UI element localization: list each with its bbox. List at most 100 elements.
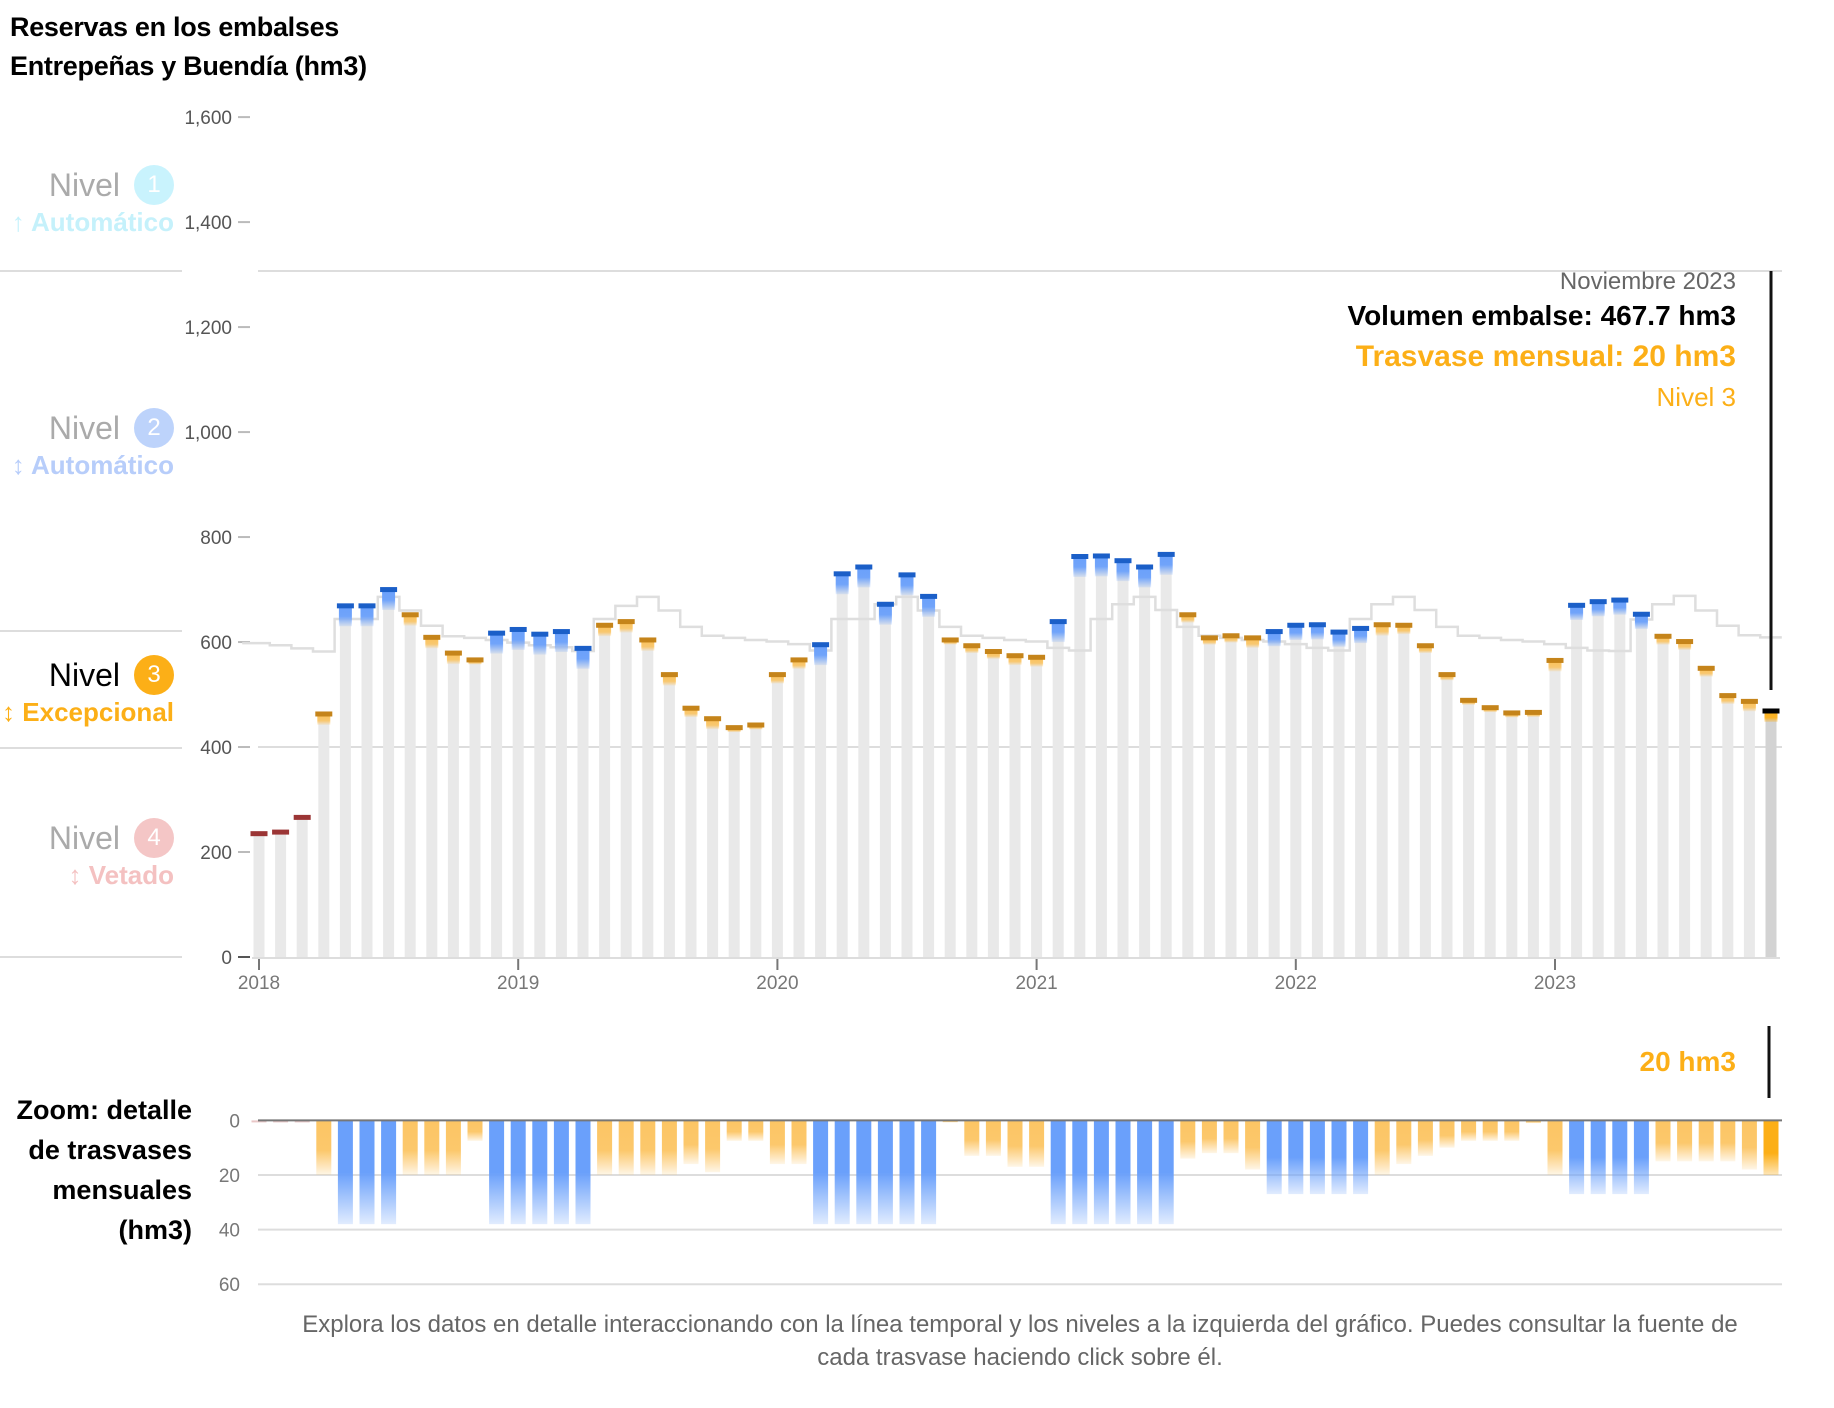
volume-bar[interactable] — [383, 590, 395, 957]
volume-cap[interactable] — [1373, 622, 1391, 628]
transfer-bar[interactable] — [942, 1120, 958, 1123]
volume-bar[interactable] — [253, 834, 265, 957]
transfer-bar[interactable] — [1633, 1120, 1649, 1195]
volume-cap[interactable] — [984, 649, 1002, 655]
transfer-bar[interactable] — [337, 1120, 353, 1225]
volume-bar[interactable] — [555, 632, 567, 957]
volume-cap[interactable] — [1071, 554, 1089, 559]
transfer-bar[interactable] — [1331, 1120, 1347, 1195]
transfer-bar[interactable] — [791, 1120, 807, 1165]
volume-bar[interactable] — [836, 574, 848, 957]
transfer-bar[interactable] — [1461, 1120, 1477, 1141]
volume-cap[interactable] — [466, 657, 484, 663]
transfer-bar[interactable] — [1007, 1120, 1023, 1167]
volume-cap[interactable] — [963, 643, 981, 649]
volume-cap[interactable] — [1157, 551, 1175, 557]
volume-bar[interactable] — [1419, 646, 1431, 957]
volume-bar[interactable] — [1160, 554, 1172, 957]
volume-cap[interactable] — [1028, 654, 1046, 660]
volume-cap[interactable] — [380, 587, 398, 593]
volume-cap[interactable] — [293, 814, 311, 820]
volume-cap[interactable] — [1740, 698, 1758, 704]
volume-bar[interactable] — [577, 648, 589, 957]
transfer-bar[interactable] — [899, 1120, 915, 1225]
volume-cap[interactable] — [941, 637, 959, 643]
transfer-bar[interactable] — [1655, 1120, 1671, 1162]
volume-cap[interactable] — [272, 829, 290, 835]
volume-bar[interactable] — [1571, 605, 1583, 957]
transfer-bar[interactable] — [1525, 1120, 1541, 1124]
transfer-bar[interactable] — [769, 1120, 785, 1165]
volume-bar[interactable] — [815, 645, 827, 957]
volume-cap[interactable] — [1460, 697, 1478, 703]
transfer-bar[interactable] — [1201, 1120, 1217, 1154]
volume-cap[interactable] — [639, 637, 657, 643]
transfer-bar[interactable] — [1072, 1120, 1088, 1225]
transfer-bar[interactable] — [1245, 1120, 1261, 1170]
level-4-selector[interactable]: Nivel 4 ↕ Vetado — [49, 818, 174, 891]
transfer-bar[interactable] — [1353, 1120, 1369, 1195]
transfer-bar[interactable] — [661, 1120, 677, 1175]
volume-cap[interactable] — [336, 603, 354, 609]
volume-cap[interactable] — [1308, 622, 1326, 628]
volume-cap[interactable] — [1676, 639, 1694, 645]
volume-cap[interactable] — [1352, 625, 1370, 631]
volume-cap[interactable] — [552, 629, 570, 635]
transfer-bar[interactable] — [683, 1120, 699, 1165]
volume-bar[interactable] — [1031, 657, 1043, 957]
volume-bar[interactable] — [275, 832, 287, 957]
volume-cap[interactable] — [1330, 629, 1348, 635]
volume-bar[interactable] — [707, 719, 719, 957]
monthly-transfer-chart[interactable]: 0 20 40 60 — [0, 1000, 1834, 1300]
volume-cap[interactable] — [898, 572, 916, 578]
transfer-bar[interactable] — [273, 1120, 289, 1123]
volume-cap[interactable] — [1438, 672, 1456, 678]
volume-bar[interactable] — [1376, 625, 1388, 957]
volume-bar[interactable] — [318, 714, 330, 957]
volume-bar[interactable] — [663, 675, 675, 957]
transfer-bar[interactable] — [251, 1120, 267, 1123]
transfer-bar[interactable] — [640, 1120, 656, 1175]
volume-bar[interactable] — [771, 675, 783, 957]
volume-cap[interactable] — [1222, 633, 1240, 639]
volume-cap[interactable] — [401, 612, 419, 618]
volume-bar[interactable] — [1182, 615, 1194, 957]
volume-cap[interactable] — [1287, 622, 1305, 628]
volume-cap[interactable] — [250, 831, 268, 837]
volume-bar[interactable] — [879, 604, 891, 957]
transfer-bar[interactable] — [1720, 1120, 1736, 1162]
transfer-bar[interactable] — [489, 1120, 505, 1225]
volume-cap[interactable] — [596, 622, 614, 628]
volume-cap[interactable] — [509, 626, 527, 632]
transfer-bar[interactable] — [1698, 1120, 1714, 1162]
transfer-bar[interactable] — [856, 1120, 872, 1225]
volume-bar[interactable] — [1355, 628, 1367, 957]
volume-bar[interactable] — [750, 725, 762, 957]
volume-bar[interactable] — [685, 708, 697, 957]
volume-cap[interactable] — [1654, 633, 1672, 639]
transfer-bar[interactable] — [877, 1120, 893, 1225]
volume-bar[interactable] — [1527, 712, 1539, 957]
transfer-bar[interactable] — [1763, 1120, 1779, 1175]
volume-bar[interactable] — [620, 622, 632, 957]
volume-cap[interactable] — [358, 603, 376, 609]
transfer-bar[interactable] — [1374, 1120, 1390, 1175]
transfer-bar[interactable] — [1741, 1120, 1757, 1170]
volume-cap[interactable] — [812, 642, 830, 648]
volume-bar[interactable] — [1268, 632, 1280, 957]
volume-cap[interactable] — [1200, 635, 1218, 641]
volume-cap[interactable] — [682, 705, 700, 711]
volume-cap[interactable] — [855, 564, 873, 570]
volume-cap[interactable] — [1114, 558, 1132, 564]
volume-cap[interactable] — [790, 657, 808, 663]
volume-bar[interactable] — [1095, 556, 1107, 957]
volume-cap[interactable] — [1568, 602, 1586, 608]
volume-bar[interactable] — [642, 640, 654, 957]
transfer-bar[interactable] — [359, 1120, 375, 1225]
transfer-bar[interactable] — [748, 1120, 764, 1141]
volume-bar[interactable] — [534, 634, 546, 957]
volume-bar[interactable] — [1311, 625, 1323, 957]
volume-bar[interactable] — [296, 817, 308, 957]
transfer-bar[interactable] — [1266, 1120, 1282, 1195]
transfer-bar[interactable] — [813, 1120, 829, 1225]
